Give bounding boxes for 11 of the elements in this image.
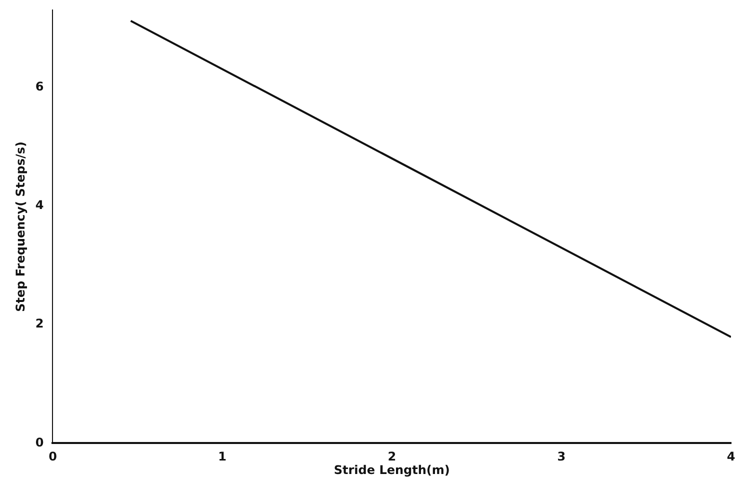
- x-tick-label: 0: [48, 450, 57, 464]
- x-axis-title: Stride Length(m): [334, 462, 450, 477]
- y-tick-label: 2: [35, 316, 44, 331]
- y-tick-label: 6: [35, 79, 44, 94]
- y-axis-title: Step Frequency( Steps/s): [13, 141, 28, 312]
- y-tick-label: 4: [35, 198, 44, 212]
- x-tick-label: 1: [218, 450, 226, 464]
- x-tick-label: 4: [726, 450, 736, 464]
- x-tick-label: 3: [557, 450, 566, 464]
- x-tick-label: 2: [388, 450, 396, 464]
- y-tick-label: 0: [35, 435, 44, 450]
